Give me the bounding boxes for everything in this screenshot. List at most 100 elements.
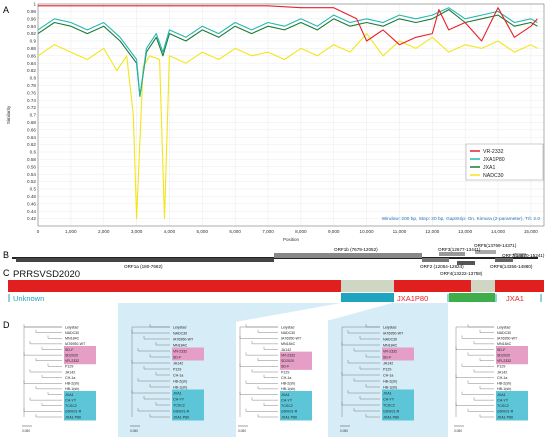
x-tick-label: 10,000	[360, 229, 374, 234]
orf1b-label: ORF1b (7679-12052)	[334, 247, 378, 252]
y-tick-label: 0.76	[27, 90, 36, 95]
legend-box	[465, 143, 544, 181]
tree-tip-label: NADC30	[173, 331, 187, 335]
tree-tip-label: VR-2332	[383, 349, 397, 353]
segment-label-unknown: Unknown	[13, 294, 44, 303]
scale-bar-label: 0.050	[22, 429, 30, 433]
tree-tip-label: P129	[65, 365, 73, 369]
tree-tip-label: MN184C	[173, 343, 188, 347]
x-tick-labels: 0 1,000 2,000 3,000 4,000 5,000 6,000 7,000 8,00…	[37, 229, 539, 234]
tree-tip-label: VR-2332	[173, 349, 187, 353]
phylo-tree-4: Lelystad IA76950-WT NADC30 MN184C VR-2332 SD-…	[340, 324, 414, 433]
orf3-label: ORF3(12677-13441)	[438, 247, 481, 252]
tree-tip-label: IA76950-WT	[65, 342, 86, 346]
tree-tip-label: JXA1 P80	[497, 415, 513, 419]
tree-tip-label: NADC30	[281, 331, 295, 335]
tree-tip-label: MN184C	[497, 342, 512, 346]
y-tick-label: 0.62	[27, 142, 36, 147]
y-tick-label: 0.5	[30, 187, 37, 192]
phylogeny-panel: Lelystad NADC30 MN184C IA76950-WT SD-F SD2020…	[22, 303, 528, 437]
y-tick-label: 0.58	[27, 157, 36, 162]
tree-tip-label: JXA1 P80	[383, 415, 399, 419]
orf3-bar	[439, 252, 465, 256]
x-tick-label: 2,000	[98, 229, 110, 234]
tree-tip-label: NADC30	[497, 331, 511, 335]
scale-bar-label: 0.050	[130, 429, 138, 433]
jxa1p80-region	[341, 280, 394, 292]
y-tick-label: 0.46	[27, 201, 36, 206]
orf2-bar	[422, 258, 449, 262]
legend-label: JXA1	[483, 165, 496, 171]
y-tick-label: 0.94	[27, 24, 36, 29]
tree-tip-label: TCSC2	[497, 404, 509, 408]
tree-tip-label: SD-F	[65, 348, 74, 352]
y-tick-label: 0.88	[27, 46, 36, 51]
series-lines	[37, 5, 538, 220]
tree-tip-label: IA76950-WT	[173, 337, 194, 341]
tree-tip-label: JXA1	[281, 393, 290, 397]
tree-tip-label: JXA1	[497, 393, 506, 397]
x-tick-label: 9,000	[328, 229, 340, 234]
orf2-label: ORF2 (12054-12824)	[420, 264, 464, 269]
clade-highlight-pink	[64, 346, 96, 365]
y-tick-label: 0.84	[27, 61, 36, 66]
clade-highlight-pink	[172, 347, 204, 361]
tree-tip-label: P129	[383, 367, 391, 371]
tree-tip-label: IA76950-WT	[281, 337, 302, 341]
tree-tip-label: JXA1 P80	[173, 415, 189, 419]
scale-bar-label: 0.050	[454, 429, 462, 433]
x-tick-label: 11,000	[393, 229, 407, 234]
tree-tip-label: JXA1	[383, 391, 392, 395]
tree-tip-label: Lelystad	[383, 325, 396, 329]
panel-label-d: D	[3, 320, 10, 330]
tree-tip-label: SD-F	[383, 355, 392, 359]
tree-tip-label: CH-YY	[173, 397, 185, 401]
x-tick-label: 5,000	[197, 229, 209, 234]
tree-tip-label: TCSC2	[281, 404, 293, 408]
x-tick-label: 12,000	[425, 229, 439, 234]
y-tick-label: 0.9	[30, 39, 37, 44]
tree-tip-label: CH-1a	[65, 376, 75, 380]
tree-tip-label: SD2020	[281, 359, 294, 363]
tree-tip-label: SD-F	[281, 365, 290, 369]
series-line-jxa1p80	[37, 7, 538, 98]
y-tick-label: 0.96	[27, 16, 36, 21]
y-tick-label: 0.68	[27, 120, 36, 125]
tree-tip-label: CH-1a	[173, 373, 183, 377]
tree-tip-label: CH-1a	[281, 376, 291, 380]
clade-highlight-cyan	[172, 389, 204, 421]
y-tick-label: 0.74	[27, 98, 36, 103]
tree-tip-label: VR-2332	[497, 359, 511, 363]
tree-tip-label: CH-YY	[383, 397, 395, 401]
tree-tip-label: CH-YY	[497, 398, 509, 402]
scale-bar-label: 0.050	[238, 429, 246, 433]
x-tick-label: 4,000	[164, 229, 176, 234]
orf1a-label: ORF1a (180-7682)	[124, 264, 163, 269]
jxa1-region-gap	[471, 280, 495, 292]
tree-tip-label: GSWJ1-R	[281, 410, 298, 414]
y-tick-label: 0.54	[27, 172, 36, 177]
tree-tip-label: IA76950-WT	[383, 331, 404, 335]
unknown-recombinant-box	[341, 293, 394, 302]
y-tick-label: 0.64	[27, 135, 36, 140]
tree-tip-label: CH-YY	[65, 398, 77, 402]
x-tick-label: 14,000	[491, 229, 505, 234]
zoom-wedge-1	[118, 303, 341, 322]
plot-frame	[37, 3, 545, 227]
segment-label-jxa1p80: JXA1P80	[397, 294, 428, 303]
x-tick-label: 1,000	[65, 229, 77, 234]
legend: VR-2332 JXA1P80 JXA1 NADC30	[465, 143, 544, 181]
tree-tip-label: HB-2(sh)	[65, 382, 79, 386]
orf5-bar	[475, 250, 496, 254]
orf4-label: ORF4(13222-13758)	[440, 271, 483, 276]
plot-grid	[37, 3, 544, 226]
tree-tip-label: GSWJ1-R	[497, 410, 514, 414]
orf7-label: ORF7(14870-15241)	[502, 253, 545, 258]
x-axis-label: Position	[283, 237, 300, 242]
y-tick-label: 0.8	[30, 76, 37, 81]
y-tick-label: 0.66	[27, 127, 36, 132]
y-tick-label: 0.42	[27, 216, 36, 221]
x-tick-label: 3,000	[131, 229, 143, 234]
tree-tip-label: Lelystad	[173, 325, 186, 329]
